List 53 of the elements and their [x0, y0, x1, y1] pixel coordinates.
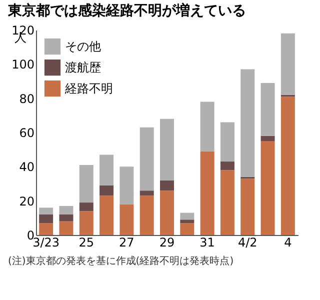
y-tick-label: 20 — [19, 194, 34, 208]
x-tick-label: 4 — [284, 236, 292, 250]
bar — [180, 220, 194, 224]
bar — [79, 211, 94, 235]
bar — [39, 214, 54, 224]
bar — [79, 164, 94, 203]
bar — [120, 204, 134, 235]
bar — [140, 127, 154, 191]
bar — [39, 208, 54, 214]
bar — [140, 190, 154, 196]
bar — [100, 185, 114, 196]
legend-label: その他 — [65, 40, 101, 54]
x-tick-label: 29 — [159, 236, 175, 250]
bar — [180, 212, 194, 220]
bar — [280, 33, 295, 95]
bar — [260, 136, 275, 142]
bar — [120, 166, 134, 204]
bar — [39, 223, 54, 235]
y-tick-label: 60 — [19, 126, 34, 140]
y-tick-label: 0 — [26, 228, 34, 242]
bar — [200, 102, 214, 152]
bar — [260, 82, 275, 136]
y-tick-label: 100 — [12, 58, 34, 72]
legend-label: 渡航歴 — [65, 60, 101, 74]
x-tick-label: 25 — [78, 236, 94, 250]
x-tick-label: 3/23 — [32, 236, 60, 250]
x-tick-label: 27 — [119, 236, 134, 250]
legend-label: 経路不明 — [64, 82, 113, 96]
bar — [79, 202, 94, 212]
bar — [220, 162, 234, 170]
y-tick-label: 80 — [19, 92, 34, 106]
bar — [200, 151, 214, 235]
chart-title: 東京都では感染経路不明が増えている — [7, 2, 246, 19]
bar — [100, 196, 114, 235]
bar — [59, 214, 74, 222]
bar — [280, 96, 295, 235]
bar — [160, 118, 174, 180]
bar — [180, 223, 194, 235]
text: (注)東京都の発表を基に作成(経路不明は発表時点) — [8, 255, 234, 267]
y-tick-label: 40 — [19, 160, 34, 174]
bar — [260, 141, 275, 235]
x-tick-label: 31 — [200, 236, 215, 250]
bar — [100, 154, 114, 186]
bar — [220, 170, 234, 235]
bar — [160, 190, 174, 235]
bar — [240, 69, 255, 177]
bar — [220, 122, 234, 162]
bar — [59, 221, 74, 235]
bar — [140, 196, 154, 235]
bar — [240, 178, 255, 235]
bar — [160, 180, 174, 191]
x-tick-label: 4/2 — [238, 236, 258, 250]
bar — [59, 206, 74, 214]
